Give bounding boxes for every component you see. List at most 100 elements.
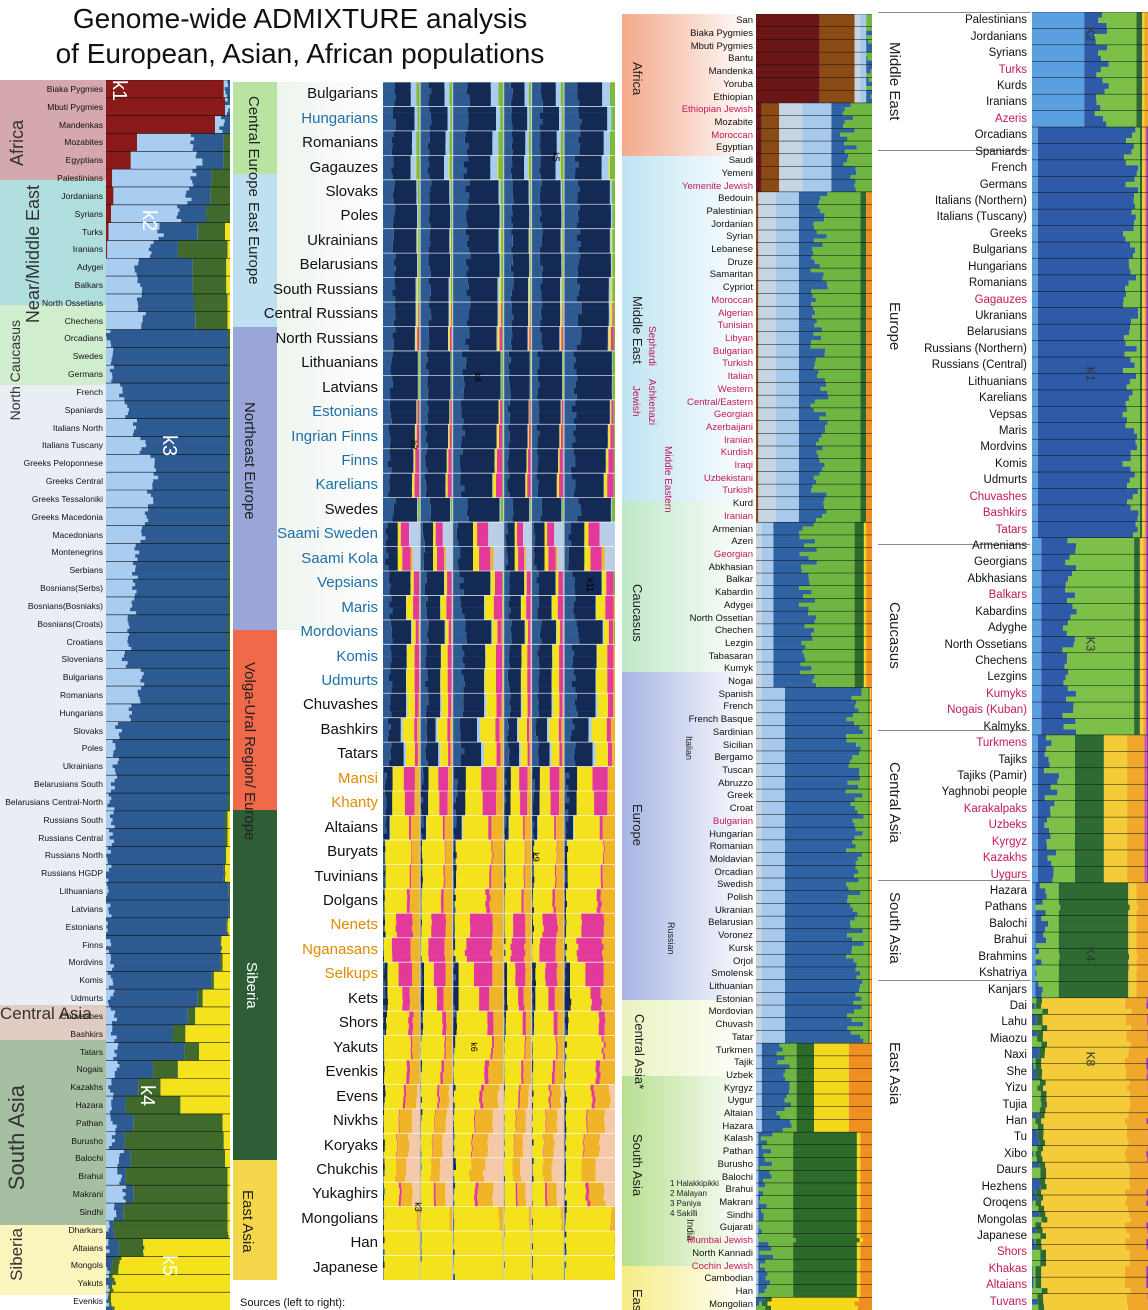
bar-romanians-s4-green	[560, 130, 564, 138]
bar-romanians-k2	[106, 689, 138, 694]
bar-maris-s4-navy	[537, 613, 552, 621]
bar-north-russians-s5-green	[613, 332, 615, 339]
bar-ukrainians-s3-k2	[528, 240, 530, 248]
label-italians-north: Italians North	[52, 422, 103, 433]
bar-north-russians-s5-k5	[608, 332, 611, 339]
bar-poles-s2-k3	[452, 204, 469, 211]
bar-estonians-s2-k3	[452, 399, 461, 407]
bar-belarusians-s5-green	[612, 253, 615, 260]
bar-mansi-s5-k6	[607, 772, 615, 780]
bar-maris-s1-navy	[427, 613, 441, 621]
bar-bosnians-bosniaks-k2	[106, 604, 133, 608]
bar-south-russians-s5-k3	[564, 277, 577, 284]
bar-lithuanians-s0-green	[418, 363, 421, 370]
bar-poles-s0-green	[418, 210, 421, 217]
bar-saami-kola-s4-k3	[531, 552, 535, 559]
bar-latvians-s2-k3	[452, 381, 465, 388]
bar-vepsians-s0-k9	[413, 577, 419, 584]
bar-orcadians-k4	[227, 336, 230, 341]
bar-croatians-k3	[129, 632, 228, 637]
bar-ukrainians-s2-k2	[498, 240, 500, 248]
bar-poles-s4-green	[562, 204, 564, 211]
bar-swedes-s4-green	[562, 503, 564, 511]
bar-greeks-peloponnese-k2	[106, 465, 155, 469]
bar-tatars-s0-navy	[388, 760, 404, 767]
bar-germans-k2	[106, 365, 114, 370]
bar-tatars-s2-navy	[464, 748, 482, 755]
bar-slovenians-k2	[106, 654, 124, 658]
bar-latvians-s2-k2	[500, 381, 502, 388]
bar-tatars-s0-k6	[417, 754, 421, 761]
bar-syrians-k1	[106, 219, 111, 223]
bar-hungarians-s1-k2	[447, 106, 451, 113]
bar-bulgarians-s5-navy	[577, 94, 603, 101]
bar-khanty-s0-k3	[383, 803, 387, 810]
bar-south-russians-s2-green	[501, 295, 504, 303]
bar-north-ossetians-k4	[194, 297, 228, 302]
bar-komis-k3	[112, 978, 212, 983]
bar-mansi-s5-k9	[592, 772, 608, 780]
bar-south-russians-s4-navy	[540, 283, 561, 291]
bar-mordovians-s1-k2	[444, 632, 446, 639]
panel-1-bars	[106, 80, 230, 1310]
bar-romanians-s2-navy	[465, 130, 493, 138]
bar-russians-central-k3	[109, 828, 226, 833]
bar-mordovians-s5-green	[614, 626, 615, 633]
bar-slovenians-k4	[227, 664, 230, 669]
bar-slovaks-s0-k3	[383, 185, 394, 193]
bar-poles-s2-green	[501, 216, 504, 223]
bar-central-russians-s0-k5	[416, 314, 419, 321]
bar-south-russians-s5-k5	[610, 277, 613, 284]
bar-gagauzes-s3-green	[528, 173, 532, 181]
component-label-k3: k3	[158, 435, 180, 457]
bar-mordovians-s1-navy	[427, 632, 445, 639]
bar-swedes-s0-green	[417, 497, 421, 504]
bar-poles-k3	[115, 743, 228, 747]
bar-slovaks-s1-k2	[449, 179, 451, 187]
bar-slovaks-s1-navy	[430, 185, 450, 193]
bar-central-russians-s4-navy	[541, 314, 561, 321]
bar-russians-central-k4	[225, 843, 228, 847]
bar-poles-s2-navy	[465, 210, 500, 217]
bar-bashkirs-s1-k6	[450, 736, 453, 743]
bar-belarusians-s4-green	[562, 253, 564, 260]
bar-slovaks-s4-k3	[531, 198, 540, 205]
bar-altaians-k4	[118, 1238, 144, 1243]
bar-saami-kola-s4-k6	[555, 558, 558, 566]
bar-vepsians-s3-navy	[509, 589, 525, 596]
bar-biaka-pygmies-k1	[106, 80, 224, 84]
bar-chuvashes-s4-navy	[538, 711, 552, 718]
bar-finns-s5-k3	[564, 448, 574, 456]
bar-komis-s4-navy	[539, 662, 553, 670]
bar-bulgarians-s0-navy	[394, 88, 411, 95]
bar-udmurts-k2	[106, 996, 111, 1001]
bar-finns-s4-k3	[531, 448, 538, 456]
bar-tatars-s3-navy	[508, 754, 520, 761]
bar-tatars-s2-k6	[500, 742, 504, 749]
bar-mordovians-s0-k6	[418, 626, 420, 633]
bar-lithuanians-s2-navy	[466, 357, 501, 364]
bar-komis-s0-k5	[407, 650, 415, 657]
bar-ingrian-finns-s0-k9	[416, 442, 419, 449]
bar-central-russians-s5-green	[613, 320, 615, 327]
bar-saami-kola-s0-k9	[402, 552, 411, 559]
bar-latvians-s5-navy	[575, 381, 612, 388]
bar-hungarians-s4-green	[561, 124, 564, 132]
bar-mansi-s5-k6	[607, 784, 615, 792]
bar-hungarians-s3-k3	[503, 118, 512, 126]
bar-balochi-k5	[225, 1153, 230, 1157]
bar-ingrian-finns-s2-green	[502, 430, 504, 437]
bar-udmurts-s2-k6	[502, 674, 504, 682]
bar-latvians-s0-navy	[392, 375, 418, 382]
bar-north-russians-s5-k9	[610, 338, 614, 346]
bar-komis-s5-k9	[607, 650, 614, 657]
bar-palestinians-k4	[211, 176, 230, 181]
bar-south-russians-s2-k2	[497, 289, 500, 297]
bar-romanians-s3-k3	[503, 130, 512, 138]
bar-tatars-s5-navy	[575, 748, 593, 755]
bar-mordovians-s4-k2	[556, 638, 557, 645]
bar-poles-s2-k2	[499, 204, 502, 211]
bar-chuvashes-s4-k5	[552, 699, 560, 706]
bar-udmurts-s2-k2	[484, 674, 485, 682]
bar-slovaks-s3-navy	[512, 185, 529, 193]
